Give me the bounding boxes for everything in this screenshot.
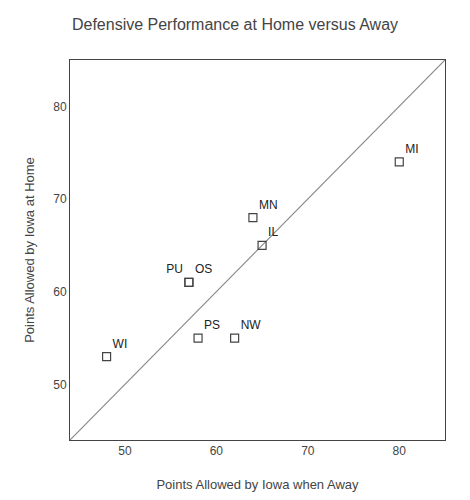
svg-text:OS: OS (195, 262, 212, 276)
svg-text:WI: WI (113, 337, 128, 351)
svg-text:50: 50 (53, 378, 67, 392)
svg-text:80: 80 (53, 100, 67, 114)
svg-text:NW: NW (241, 318, 262, 332)
svg-text:Points Allowed by Iowa at Home: Points Allowed by Iowa at Home (22, 157, 37, 343)
svg-text:IL: IL (268, 225, 278, 239)
svg-text:70: 70 (301, 444, 315, 458)
svg-text:PS: PS (204, 318, 220, 332)
svg-text:50: 50 (118, 444, 132, 458)
svg-text:Points Allowed by Iowa when Aw: Points Allowed by Iowa when Away (156, 477, 359, 492)
svg-text:80: 80 (393, 444, 407, 458)
svg-text:PU: PU (166, 262, 183, 276)
svg-text:60: 60 (53, 285, 67, 299)
svg-text:MN: MN (259, 198, 278, 212)
svg-text:60: 60 (210, 444, 224, 458)
svg-text:70: 70 (53, 192, 67, 206)
svg-text:MI: MI (405, 142, 418, 156)
svg-text:Defensive Performance at Home: Defensive Performance at Home versus Awa… (72, 16, 398, 33)
